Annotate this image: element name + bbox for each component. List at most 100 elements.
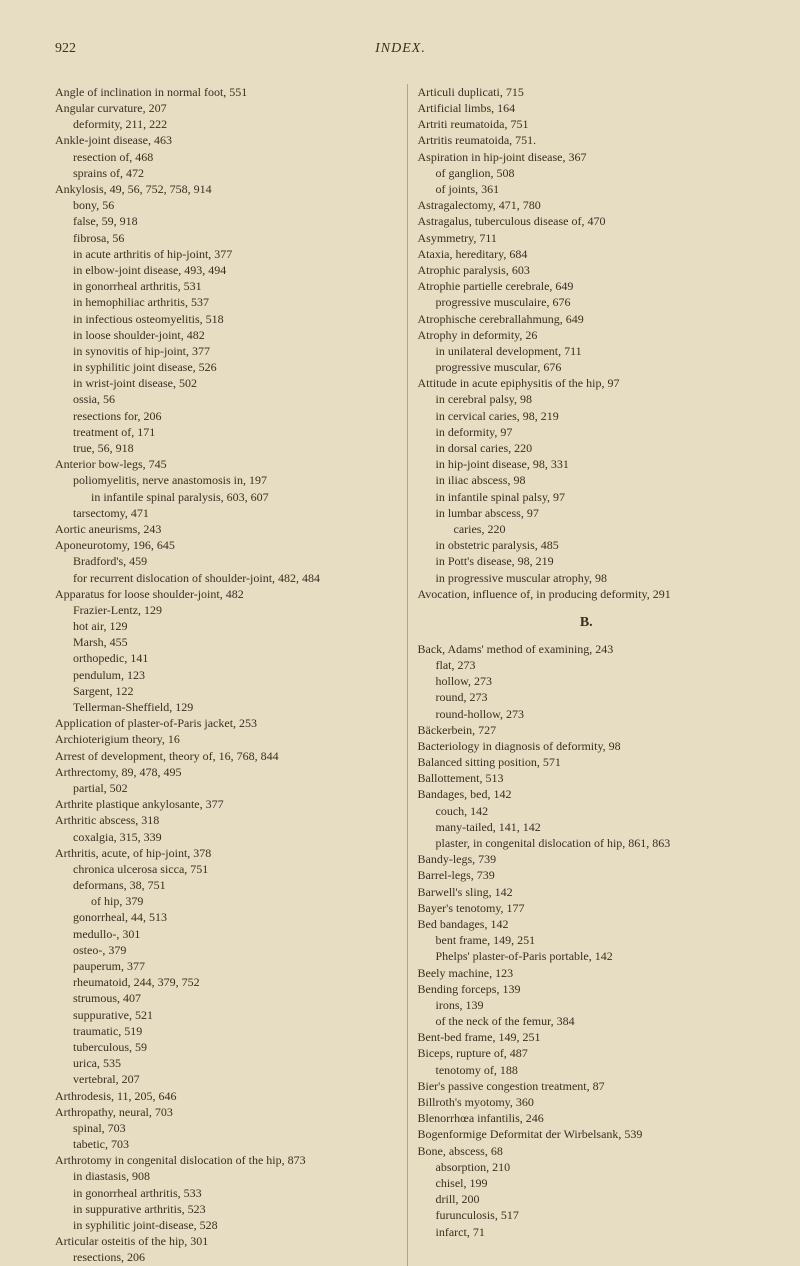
index-entry: Ankle-joint disease, 463 <box>55 132 393 148</box>
index-entry: Arthrodesis, 11, 205, 646 <box>55 1088 393 1104</box>
index-entry: Ballottement, 513 <box>418 770 756 786</box>
index-entry: progressive muscular, 676 <box>418 359 756 375</box>
index-entry: Artificial limbs, 164 <box>418 100 756 116</box>
index-entry: strumous, 407 <box>55 990 393 1006</box>
index-entry: deformans, 38, 751 <box>55 877 393 893</box>
page-title: INDEX. <box>375 40 426 59</box>
index-entry: Ataxia, hereditary, 684 <box>418 246 756 262</box>
index-entry: Beely machine, 123 <box>418 965 756 981</box>
page-header: 922 INDEX. <box>55 40 755 59</box>
index-entry: tabetic, 703 <box>55 1136 393 1152</box>
index-entry: partial, 502 <box>55 780 393 796</box>
index-entry: of the neck of the femur, 384 <box>418 1013 756 1029</box>
index-entry: infarct, 71 <box>418 1224 756 1240</box>
index-entry: chisel, 199 <box>418 1175 756 1191</box>
index-entry: Angular curvature, 207 <box>55 100 393 116</box>
index-entry: caries, 220 <box>418 521 756 537</box>
index-entry: many-tailed, 141, 142 <box>418 819 756 835</box>
index-entry: Application of plaster-of-Paris jacket, … <box>55 715 393 731</box>
index-entry: Sargent, 122 <box>55 683 393 699</box>
index-entry: in syphilitic joint disease, 526 <box>55 359 393 375</box>
index-entry: Articuli duplicati, 715 <box>418 84 756 100</box>
index-entry: pauperum, 377 <box>55 958 393 974</box>
index-entry: true, 56, 918 <box>55 440 393 456</box>
index-entry: Marsh, 455 <box>55 634 393 650</box>
index-entry: false, 59, 918 <box>55 213 393 229</box>
index-entry: Arthrotomy in congenital dislocation of … <box>55 1152 393 1168</box>
index-entry: traumatic, 519 <box>55 1023 393 1039</box>
index-entry: resections for, 206 <box>55 408 393 424</box>
index-entry: in gonorrheal arthritis, 533 <box>55 1185 393 1201</box>
index-entry: in diastasis, 908 <box>55 1168 393 1184</box>
index-entry: in cervical caries, 98, 219 <box>418 408 756 424</box>
index-entry: vertebral, 207 <box>55 1071 393 1087</box>
index-entry: hollow, 273 <box>418 673 756 689</box>
index-entry: Arthritis, acute, of hip-joint, 378 <box>55 845 393 861</box>
index-entry: in Pott's disease, 98, 219 <box>418 553 756 569</box>
index-entry: Avocation, influence of, in producing de… <box>418 586 756 602</box>
index-entry: Arthrite plastique ankylosante, 377 <box>55 796 393 812</box>
index-entry: furunculosis, 517 <box>418 1207 756 1223</box>
section-heading-b: B. <box>418 614 756 633</box>
index-entry: in syphilitic joint-disease, 528 <box>55 1217 393 1233</box>
index-entry: rheumatoid, 244, 379, 752 <box>55 974 393 990</box>
index-entry: Bone, abscess, 68 <box>418 1143 756 1159</box>
index-entry: fibrosa, 56 <box>55 230 393 246</box>
index-entry: progressive musculaire, 676 <box>418 294 756 310</box>
index-entry: in hemophiliac arthritis, 537 <box>55 294 393 310</box>
index-entry: Astragalus, tuberculous disease of, 470 <box>418 213 756 229</box>
index-entry: Bed bandages, 142 <box>418 916 756 932</box>
index-entry: in progressive muscular atrophy, 98 <box>418 570 756 586</box>
index-entry: Bayer's tenotomy, 177 <box>418 900 756 916</box>
index-entry: drill, 200 <box>418 1191 756 1207</box>
index-entry: Atrophie partielle cerebrale, 649 <box>418 278 756 294</box>
index-entry: Arthropathy, neural, 703 <box>55 1104 393 1120</box>
index-entry: in deformity, 97 <box>418 424 756 440</box>
index-entry: Bacteriology in diagnosis of deformity, … <box>418 738 756 754</box>
index-entry: for recurrent dislocation of shoulder-jo… <box>55 570 393 586</box>
index-entry: in elbow-joint disease, 493, 494 <box>55 262 393 278</box>
index-entry: absorption, 210 <box>418 1159 756 1175</box>
index-entry: couch, 142 <box>418 803 756 819</box>
index-entry: in infantile spinal palsy, 97 <box>418 489 756 505</box>
index-entry: Blenorrhœa infantilis, 246 <box>418 1110 756 1126</box>
index-entry: Asymmetry, 711 <box>418 230 756 246</box>
index-entry: Balanced sitting position, 571 <box>418 754 756 770</box>
index-entry: hot air, 129 <box>55 618 393 634</box>
index-entry: Bandages, bed, 142 <box>418 786 756 802</box>
index-entry: Archioterigium theory, 16 <box>55 731 393 747</box>
index-entry: round, 273 <box>418 689 756 705</box>
index-entry: coxalgia, 315, 339 <box>55 829 393 845</box>
index-entry: ossia, 56 <box>55 391 393 407</box>
index-entry: Billroth's myotomy, 360 <box>418 1094 756 1110</box>
index-entry: bent frame, 149, 251 <box>418 932 756 948</box>
index-entry: Phelps' plaster-of-Paris portable, 142 <box>418 948 756 964</box>
index-entry: Articular osteitis of the hip, 301 <box>55 1233 393 1249</box>
index-entry: Aortic aneurisms, 243 <box>55 521 393 537</box>
index-entry: Attitude in acute epiphysitis of the hip… <box>418 375 756 391</box>
index-entry: tenotomy of, 188 <box>418 1062 756 1078</box>
index-entry: chronica ulcerosa sicca, 751 <box>55 861 393 877</box>
index-entry: of hip, 379 <box>55 893 393 909</box>
index-entry: spinal, 703 <box>55 1120 393 1136</box>
index-entry: irons, 139 <box>418 997 756 1013</box>
index-entry: gonorrheal, 44, 513 <box>55 909 393 925</box>
index-entry: Aponeurotomy, 196, 645 <box>55 537 393 553</box>
index-entry: of ganglion, 508 <box>418 165 756 181</box>
index-entry: Atrophy in deformity, 26 <box>418 327 756 343</box>
index-entry: Bradford's, 459 <box>55 553 393 569</box>
index-entry: Artriti reumatoida, 751 <box>418 116 756 132</box>
index-entry: Arthritic abscess, 318 <box>55 812 393 828</box>
index-entry: Barwell's sling, 142 <box>418 884 756 900</box>
index-entry: Astragalectomy, 471, 780 <box>418 197 756 213</box>
index-entry: Atrophische cerebrallahmung, 649 <box>418 311 756 327</box>
index-entry: resections, 206 <box>55 1249 393 1265</box>
index-entry: osteo-, 379 <box>55 942 393 958</box>
index-entry: Atrophic paralysis, 603 <box>418 262 756 278</box>
index-entry: resection of, 468 <box>55 149 393 165</box>
index-entry: Bent-bed frame, 149, 251 <box>418 1029 756 1045</box>
index-entry: medullo-, 301 <box>55 926 393 942</box>
index-entry: Back, Adams' method of examining, 243 <box>418 641 756 657</box>
index-entry: tarsectomy, 471 <box>55 505 393 521</box>
index-entry: Bending forceps, 139 <box>418 981 756 997</box>
